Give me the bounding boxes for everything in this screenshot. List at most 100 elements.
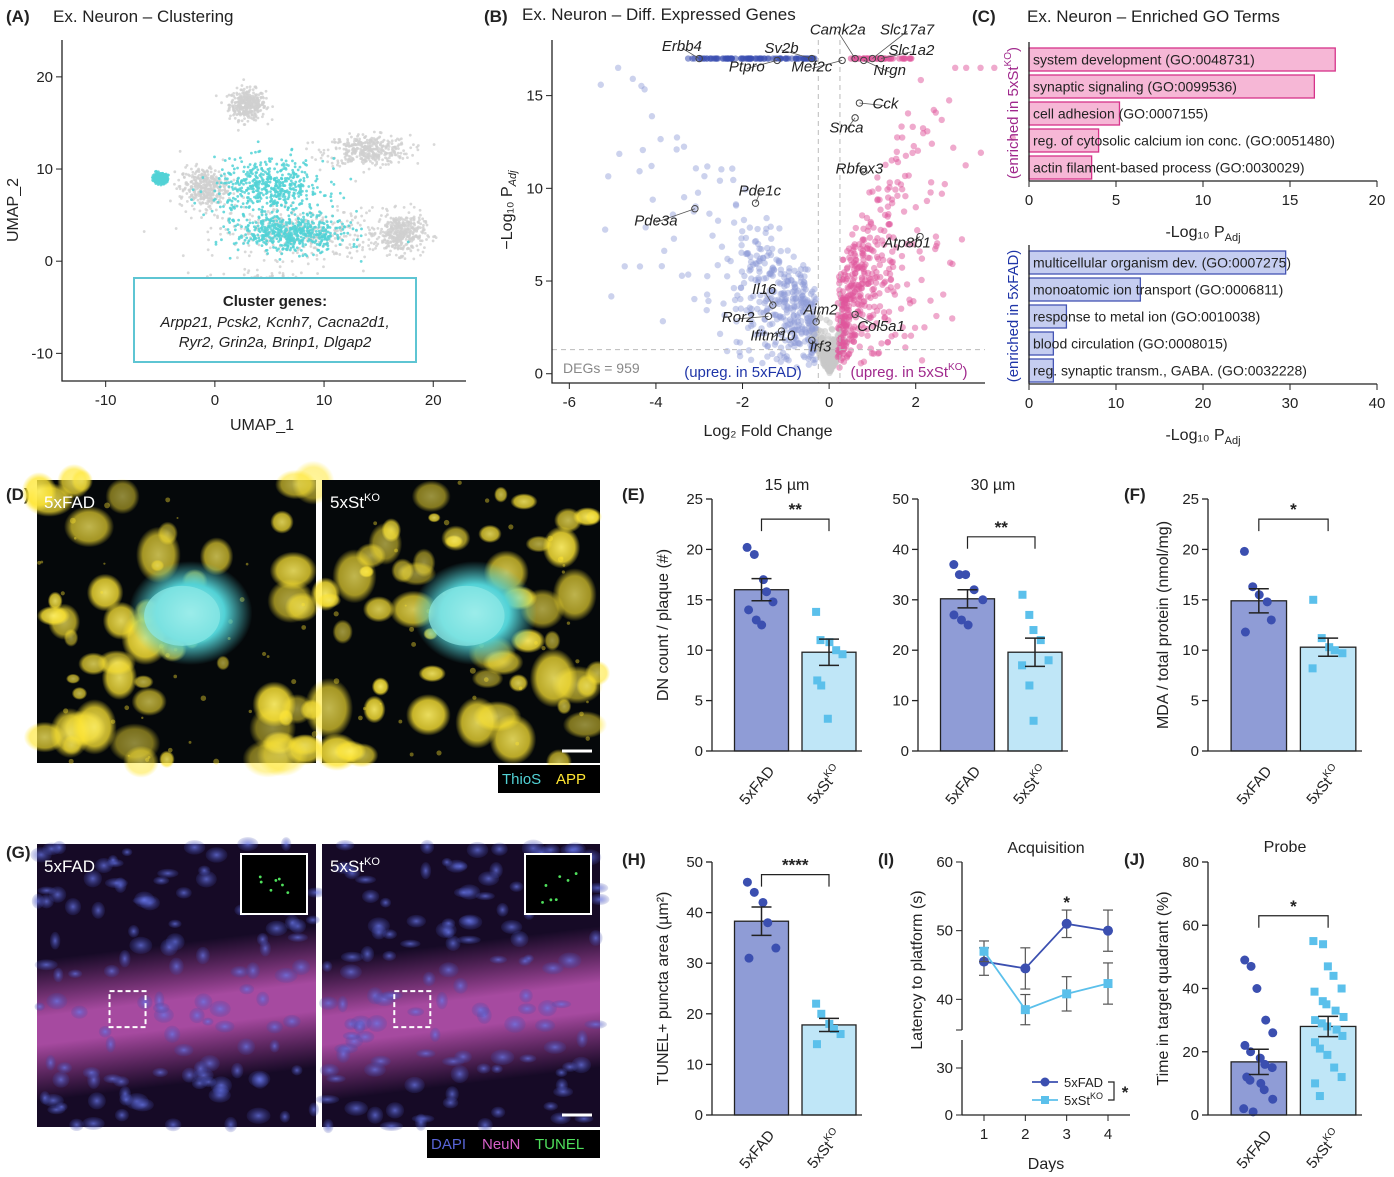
umap-point-cyan	[245, 206, 248, 209]
volcano-point-ns	[822, 328, 828, 334]
volcano-point-down	[741, 217, 747, 223]
umap-point-gray	[218, 170, 221, 173]
umap-point-cyan	[299, 202, 302, 205]
umap-point-gray	[191, 204, 194, 207]
umap-point-gray	[356, 235, 359, 238]
umap-point-gray	[333, 141, 336, 144]
volcano-point-down	[705, 298, 711, 304]
umap-point-gray	[212, 177, 215, 180]
umap-point-gray	[211, 181, 214, 184]
umap-point-cyan	[220, 181, 223, 184]
panel-label-A: (A)	[6, 7, 30, 26]
volcano-point-down	[781, 283, 787, 289]
umap-point-cyan	[314, 226, 317, 229]
umap-point-gray	[390, 217, 393, 220]
umap-point-cyan	[237, 189, 240, 192]
umap-point-cyan	[160, 175, 163, 178]
umap-point-cyan	[222, 205, 225, 208]
umap-point-cyan	[228, 221, 231, 224]
umap-point-cyan	[255, 221, 258, 224]
umap-point-gray	[410, 225, 413, 228]
umap-point-gray	[311, 156, 314, 159]
umap-point-gray	[193, 176, 196, 179]
umap-point-gray	[372, 248, 375, 251]
umap-point-cyan	[276, 249, 279, 252]
umap-point-cyan	[224, 159, 227, 162]
volcano-point-down	[768, 236, 774, 242]
umap-point-gray	[419, 243, 422, 246]
umap-point-gray	[381, 207, 384, 210]
umap-point-cyan	[286, 248, 289, 251]
umap-point-cyan	[300, 236, 303, 239]
umap-point-gray	[387, 231, 390, 234]
volcano-point-down	[776, 225, 782, 231]
umap-point-gray	[360, 206, 363, 209]
umap-point-gray	[410, 240, 413, 243]
umap-point-gray	[305, 147, 308, 150]
umap-point-cyan	[274, 235, 277, 238]
volcano-point-down	[640, 147, 646, 153]
umap-point-gray	[419, 226, 422, 229]
umap-point-gray	[238, 93, 241, 96]
umap-point-gray	[411, 245, 414, 248]
umap-point-gray	[279, 265, 282, 268]
umap-point-cyan	[275, 190, 278, 193]
panel-label-G: (G)	[6, 843, 31, 862]
volcano-point-down	[737, 353, 743, 359]
umap-point-cyan	[294, 225, 297, 228]
umap-point-cyan	[228, 185, 231, 188]
umap-point-gray	[233, 112, 236, 115]
umap-point-gray	[343, 211, 346, 214]
umap-point-gray	[391, 142, 394, 145]
umap-point-cyan	[294, 165, 297, 168]
volcano-point-down	[804, 266, 810, 272]
umap-point-cyan	[242, 242, 245, 245]
umap-point-cyan	[234, 187, 237, 190]
umap-point-gray	[419, 222, 422, 225]
umap-point-gray	[230, 93, 233, 96]
volcano-point-down	[704, 163, 710, 169]
umap-point-cyan	[298, 180, 301, 183]
umap-point-gray	[346, 255, 349, 258]
umap-point-gray	[398, 138, 401, 141]
panel-title-C: Ex. Neuron – Enriched GO Terms	[1027, 7, 1280, 26]
umap-point-cyan	[256, 234, 259, 237]
umap-point-gray	[345, 246, 348, 249]
volcano-point-down	[681, 143, 687, 149]
umap-point-cyan	[280, 178, 283, 181]
umap-point-gray	[423, 220, 426, 223]
umap-point-gray	[385, 215, 388, 218]
umap-point-cyan	[237, 182, 240, 185]
umap-point-gray	[338, 253, 341, 256]
umap-point-gray	[249, 88, 252, 91]
volcano-point-down	[763, 298, 769, 304]
umap-point-gray	[409, 203, 412, 206]
umap-point-cyan	[293, 230, 296, 233]
umap-point-cyan	[270, 199, 273, 202]
volcano-point-down	[602, 226, 608, 232]
umap-point-gray	[413, 206, 416, 209]
volcano-point-down	[709, 232, 715, 238]
umap-point-gray	[241, 84, 244, 87]
umap-point-gray	[205, 212, 208, 215]
umap-point-cyan	[227, 193, 230, 196]
umap-point-cyan	[294, 185, 297, 188]
umap-point-cyan	[324, 194, 327, 197]
umap-point-cyan	[222, 225, 225, 228]
umap-point-cyan	[213, 155, 216, 158]
umap-point-gray	[274, 259, 277, 262]
umap-point-cyan	[213, 190, 216, 193]
umap-point-cyan	[322, 245, 325, 248]
umap-point-cyan	[337, 236, 340, 239]
umap-point-cyan	[262, 173, 265, 176]
umap-point-cyan	[333, 183, 336, 186]
umap-point-cyan	[316, 243, 319, 246]
umap-point-cyan	[256, 242, 259, 245]
umap-point-cyan	[283, 244, 286, 247]
umap-point-cyan	[326, 248, 329, 251]
umap-point-gray	[255, 86, 258, 89]
umap-point-cyan	[298, 221, 301, 224]
umap-point-gray	[375, 147, 378, 150]
umap-point-cyan	[257, 150, 260, 153]
volcano-point-up	[933, 313, 939, 319]
